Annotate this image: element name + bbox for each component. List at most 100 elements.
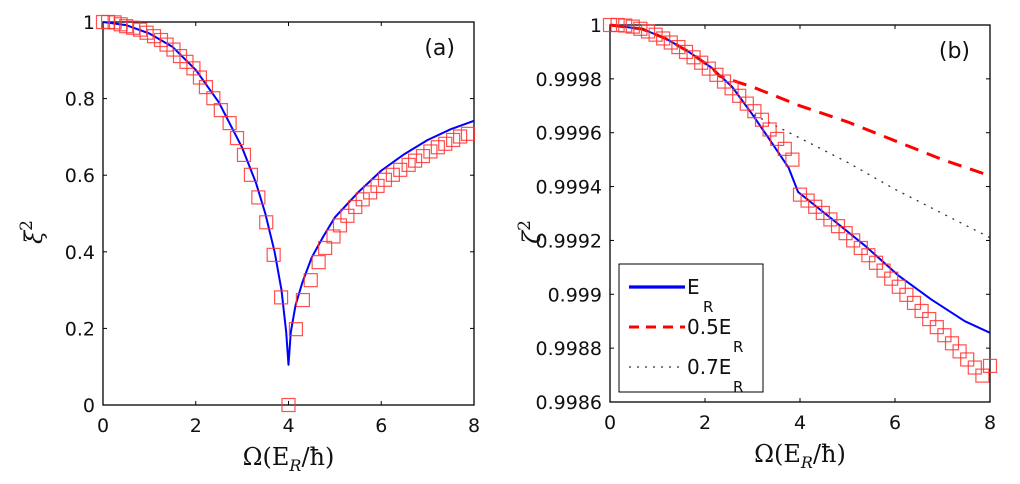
- axes-box: [102, 21, 475, 406]
- x-axis-title-tail: /ħ): [301, 443, 334, 471]
- data-marker: [914, 303, 929, 319]
- y-tick-label: 0.9994: [536, 177, 602, 199]
- data-marker: [838, 226, 853, 241]
- y-tick-label: 0.9992: [536, 230, 602, 252]
- data-marker: [868, 255, 884, 270]
- data-marker: [213, 102, 228, 118]
- data-marker: [876, 263, 891, 278]
- data-marker: [206, 91, 221, 106]
- y-axis-title-base: ξ: [20, 229, 48, 244]
- legend-label: 0.5E: [687, 315, 731, 339]
- data-marker: [423, 144, 438, 159]
- y-tick-label: 0.6: [65, 165, 95, 187]
- x-tick-label: 0: [97, 415, 109, 437]
- data-marker: [952, 344, 967, 359]
- y-axis-title: ξ2: [17, 220, 48, 244]
- data-marker: [671, 39, 686, 55]
- data-marker: [332, 218, 348, 233]
- data-marker: [236, 147, 252, 163]
- data-marker: [348, 199, 363, 215]
- data-marker: [452, 129, 468, 144]
- data-marker: [273, 290, 289, 305]
- data-marker: [610, 17, 625, 33]
- panel-label: (a): [424, 36, 455, 61]
- data-marker: [640, 24, 656, 39]
- data-marker: [251, 190, 266, 205]
- x-tick-label: 6: [889, 412, 901, 434]
- y-tick-label: 0.8: [65, 89, 95, 111]
- panel-label: (b): [939, 39, 970, 64]
- data-marker: [625, 19, 640, 34]
- x-tick-label: 2: [190, 415, 202, 437]
- marker-series-numerical: [95, 14, 476, 413]
- panel-b: 0 2 4 6 8 0.9986 0.9988 0.999 0.9992 0.9994 0.9996…: [515, 15, 998, 472]
- x-axis-title-sub: R: [288, 456, 301, 475]
- legend-label: 0.7E: [687, 355, 731, 379]
- data-marker: [770, 131, 785, 147]
- x-tick-label: 4: [794, 412, 806, 434]
- y-tick-label: 1: [590, 15, 602, 37]
- x-tick-label: 0: [604, 412, 616, 434]
- data-marker: [266, 247, 281, 262]
- legend-label-subscript: R: [733, 378, 743, 396]
- data-marker: [377, 172, 393, 187]
- data-marker: [259, 215, 274, 230]
- data-marker: [846, 233, 861, 248]
- series-line-theory: [102, 21, 475, 366]
- data-marker: [295, 292, 310, 308]
- x-tick-label: 4: [282, 415, 294, 437]
- data-marker: [967, 360, 982, 375]
- data-marker: [602, 17, 618, 33]
- data-marker: [922, 311, 937, 327]
- data-marker: [777, 141, 792, 156]
- data-marker: [438, 136, 453, 151]
- y-tick-label: 1: [83, 12, 95, 34]
- y-tick-label: 0.4: [65, 242, 95, 264]
- data-marker: [724, 81, 739, 96]
- series-line-0-7e-r: [609, 24, 991, 239]
- data-marker: [853, 240, 868, 256]
- legend-label: E: [687, 275, 700, 299]
- data-marker: [762, 122, 777, 137]
- x-tick-label: 8: [468, 415, 480, 437]
- data-marker: [678, 44, 694, 60]
- y-axis-title-sup: 2: [515, 220, 535, 231]
- y-tick-label: 0.9998: [536, 69, 602, 91]
- data-marker: [318, 240, 333, 256]
- data-marker: [663, 35, 678, 50]
- y-tick-label: 0.2: [65, 318, 95, 340]
- data-marker: [891, 279, 906, 294]
- data-marker: [393, 162, 408, 177]
- legend-label-subscript: R: [703, 298, 713, 316]
- data-marker: [937, 328, 952, 343]
- data-marker: [311, 255, 326, 270]
- data-marker: [139, 25, 154, 40]
- data-marker: [732, 88, 747, 103]
- data-marker: [460, 126, 476, 141]
- data-marker: [656, 31, 671, 46]
- y-tick-label: 0.9996: [536, 123, 602, 145]
- data-marker: [754, 112, 770, 127]
- data-marker: [415, 148, 431, 164]
- y-tick-label: 0.9986: [536, 392, 602, 414]
- data-marker: [340, 208, 355, 223]
- x-axis-title: Ω(ER/ħ): [754, 440, 846, 472]
- data-marker: [430, 140, 445, 155]
- x-tick-label: 8: [984, 412, 996, 434]
- data-marker: [982, 358, 998, 374]
- data-marker: [861, 248, 876, 263]
- x-axis-title-main: Ω(E: [243, 443, 290, 471]
- y-tick-label: 0: [83, 395, 95, 417]
- y-axis-title: ζ2: [515, 220, 546, 244]
- data-marker: [686, 50, 701, 65]
- plot-area: [602, 17, 998, 383]
- x-axis-title-tail: /ħ): [813, 440, 846, 468]
- data-marker: [198, 80, 214, 95]
- y-tick-label: 0.999: [548, 284, 602, 306]
- panel-a: 0 2 4 6 800.20.40.60.81Ω(ER/ħ)ξ2(a): [17, 12, 480, 475]
- y-tick-label: 0.9988: [536, 338, 602, 360]
- data-marker: [229, 130, 245, 146]
- data-marker: [975, 368, 990, 383]
- data-marker: [153, 32, 169, 48]
